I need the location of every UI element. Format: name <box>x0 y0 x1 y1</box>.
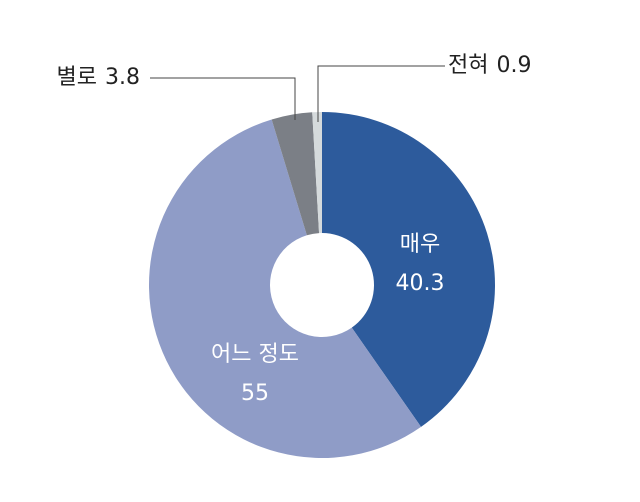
slice-label: 별로 3.8 <box>57 65 140 90</box>
slice-name: 별로 <box>57 65 97 90</box>
slice-name: 전혀 <box>448 53 488 78</box>
slices <box>148 112 495 458</box>
slice-name: 어느 정도 <box>211 342 299 367</box>
slice-value: 3.8 <box>105 65 140 90</box>
labels: 매우 40.3 어느 정도 55 별로 3.8 전혀 0.9 <box>57 53 532 406</box>
slice-name: 매우 <box>400 232 440 257</box>
leader-line <box>317 65 445 122</box>
slice-value: 55 <box>241 381 269 406</box>
slice <box>312 112 322 234</box>
slice <box>322 112 495 427</box>
slice-value: 0.9 <box>496 53 531 78</box>
slice-value: 40.3 <box>396 271 445 296</box>
leader-line <box>150 77 296 120</box>
slice <box>271 112 320 236</box>
slice-label: 전혀 0.9 <box>448 53 531 78</box>
slice <box>148 119 422 458</box>
